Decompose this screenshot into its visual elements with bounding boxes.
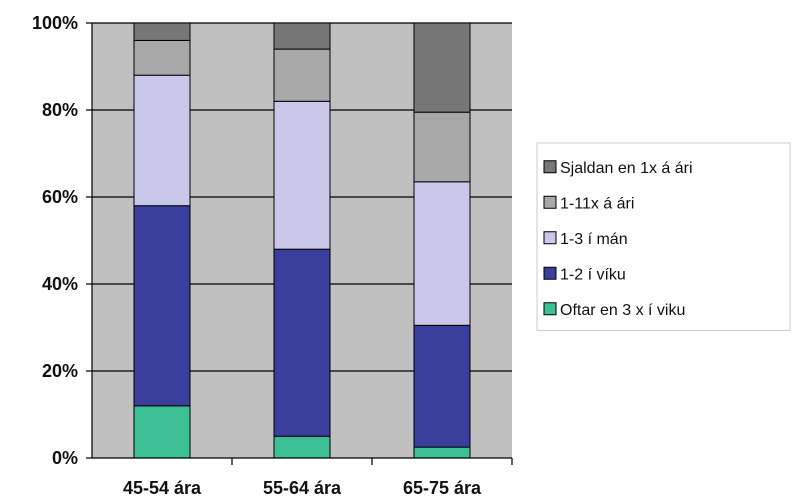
legend-label: Oftar en 3 x í viku bbox=[560, 302, 685, 319]
legend-label: Sjaldan en 1x á ári bbox=[560, 160, 693, 177]
bar-segment bbox=[413, 324, 471, 448]
legend-label: 1-11x á ári bbox=[560, 195, 634, 212]
legend-label: 1-2 í víku bbox=[560, 266, 626, 283]
y-tick-label: 60% bbox=[42, 187, 78, 207]
legend-swatch bbox=[543, 302, 557, 316]
legend-label: 1-3 í mán bbox=[560, 231, 628, 248]
bar-segment bbox=[273, 100, 331, 250]
x-category-label: 55-64 ára bbox=[263, 478, 342, 498]
y-tick-label: 100% bbox=[32, 13, 78, 33]
legend-swatch bbox=[543, 160, 557, 174]
bar-segment bbox=[413, 111, 471, 183]
y-axis-tick-labels: 0% 20% 40% 60% 80% 100% bbox=[32, 13, 78, 468]
x-category-label: 65-75 ára bbox=[403, 478, 482, 498]
y-tick-label: 20% bbox=[42, 361, 78, 381]
y-tick-label: 40% bbox=[42, 274, 78, 294]
bar-segment bbox=[413, 181, 471, 326]
bar-segment bbox=[133, 205, 191, 407]
legend-swatch bbox=[543, 231, 557, 245]
y-tick-label: 0% bbox=[52, 448, 78, 468]
bar-segment bbox=[133, 22, 191, 41]
bar-segment bbox=[133, 74, 191, 207]
x-axis-category-labels: 45-54 ára 55-64 ára 65-75 ára bbox=[123, 478, 482, 498]
y-tick-label: 80% bbox=[42, 100, 78, 120]
legend: Sjaldan en 1x á ári 1-11x á ári 1-3 í mán 1… bbox=[536, 142, 791, 331]
bar-segment bbox=[133, 39, 191, 76]
bar-segment bbox=[273, 248, 331, 437]
bar-segment bbox=[273, 435, 331, 459]
legend-swatch bbox=[543, 266, 557, 280]
x-category-label: 45-54 ára bbox=[123, 478, 202, 498]
bar-segment bbox=[273, 48, 331, 102]
bar-segment bbox=[133, 405, 191, 459]
legend-box bbox=[536, 142, 791, 331]
bar-segment bbox=[413, 446, 471, 459]
legend-swatch bbox=[543, 195, 557, 209]
axes bbox=[86, 22, 513, 465]
bar-segment bbox=[413, 22, 471, 113]
bars bbox=[133, 22, 471, 459]
bar-segment bbox=[273, 22, 331, 50]
